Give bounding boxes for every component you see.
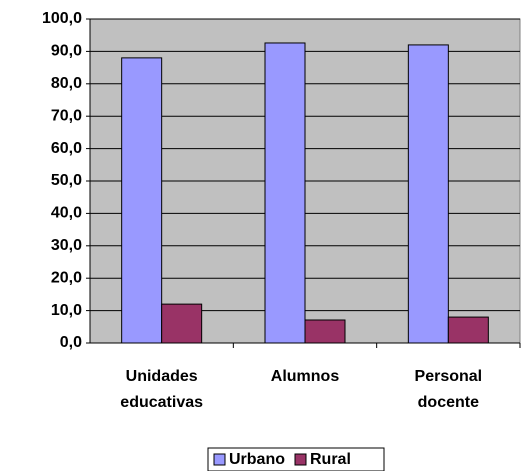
x-tick-label: Alumnos bbox=[270, 368, 340, 385]
y-tick-label: 30,0 bbox=[51, 237, 82, 254]
y-tick-label: 50,0 bbox=[51, 172, 82, 189]
y-tick-label: 80,0 bbox=[51, 75, 82, 92]
y-tick-label: 40,0 bbox=[51, 205, 82, 222]
legend-label: Urbano bbox=[229, 451, 285, 468]
bar bbox=[304, 319, 346, 344]
y-tick-label: 20,0 bbox=[51, 269, 82, 286]
bar bbox=[121, 57, 163, 344]
y-tick-label: 60,0 bbox=[51, 140, 82, 157]
legend-swatch bbox=[294, 453, 307, 466]
bar bbox=[447, 316, 489, 344]
x-tick-label: Unidades educativas bbox=[120, 368, 204, 411]
bar bbox=[161, 303, 203, 344]
legend-label: Rural bbox=[310, 451, 351, 468]
bar bbox=[264, 42, 306, 344]
y-tick-label: 90,0 bbox=[51, 43, 82, 60]
y-tick-label: 0,0 bbox=[60, 334, 82, 351]
y-tick-label: 10,0 bbox=[51, 302, 82, 319]
y-tick-label: 70,0 bbox=[51, 107, 82, 124]
y-tick-label: 100,0 bbox=[42, 10, 82, 27]
x-tick-label: Personal docente bbox=[414, 368, 483, 411]
legend-swatch bbox=[213, 453, 226, 466]
bar bbox=[407, 44, 449, 344]
